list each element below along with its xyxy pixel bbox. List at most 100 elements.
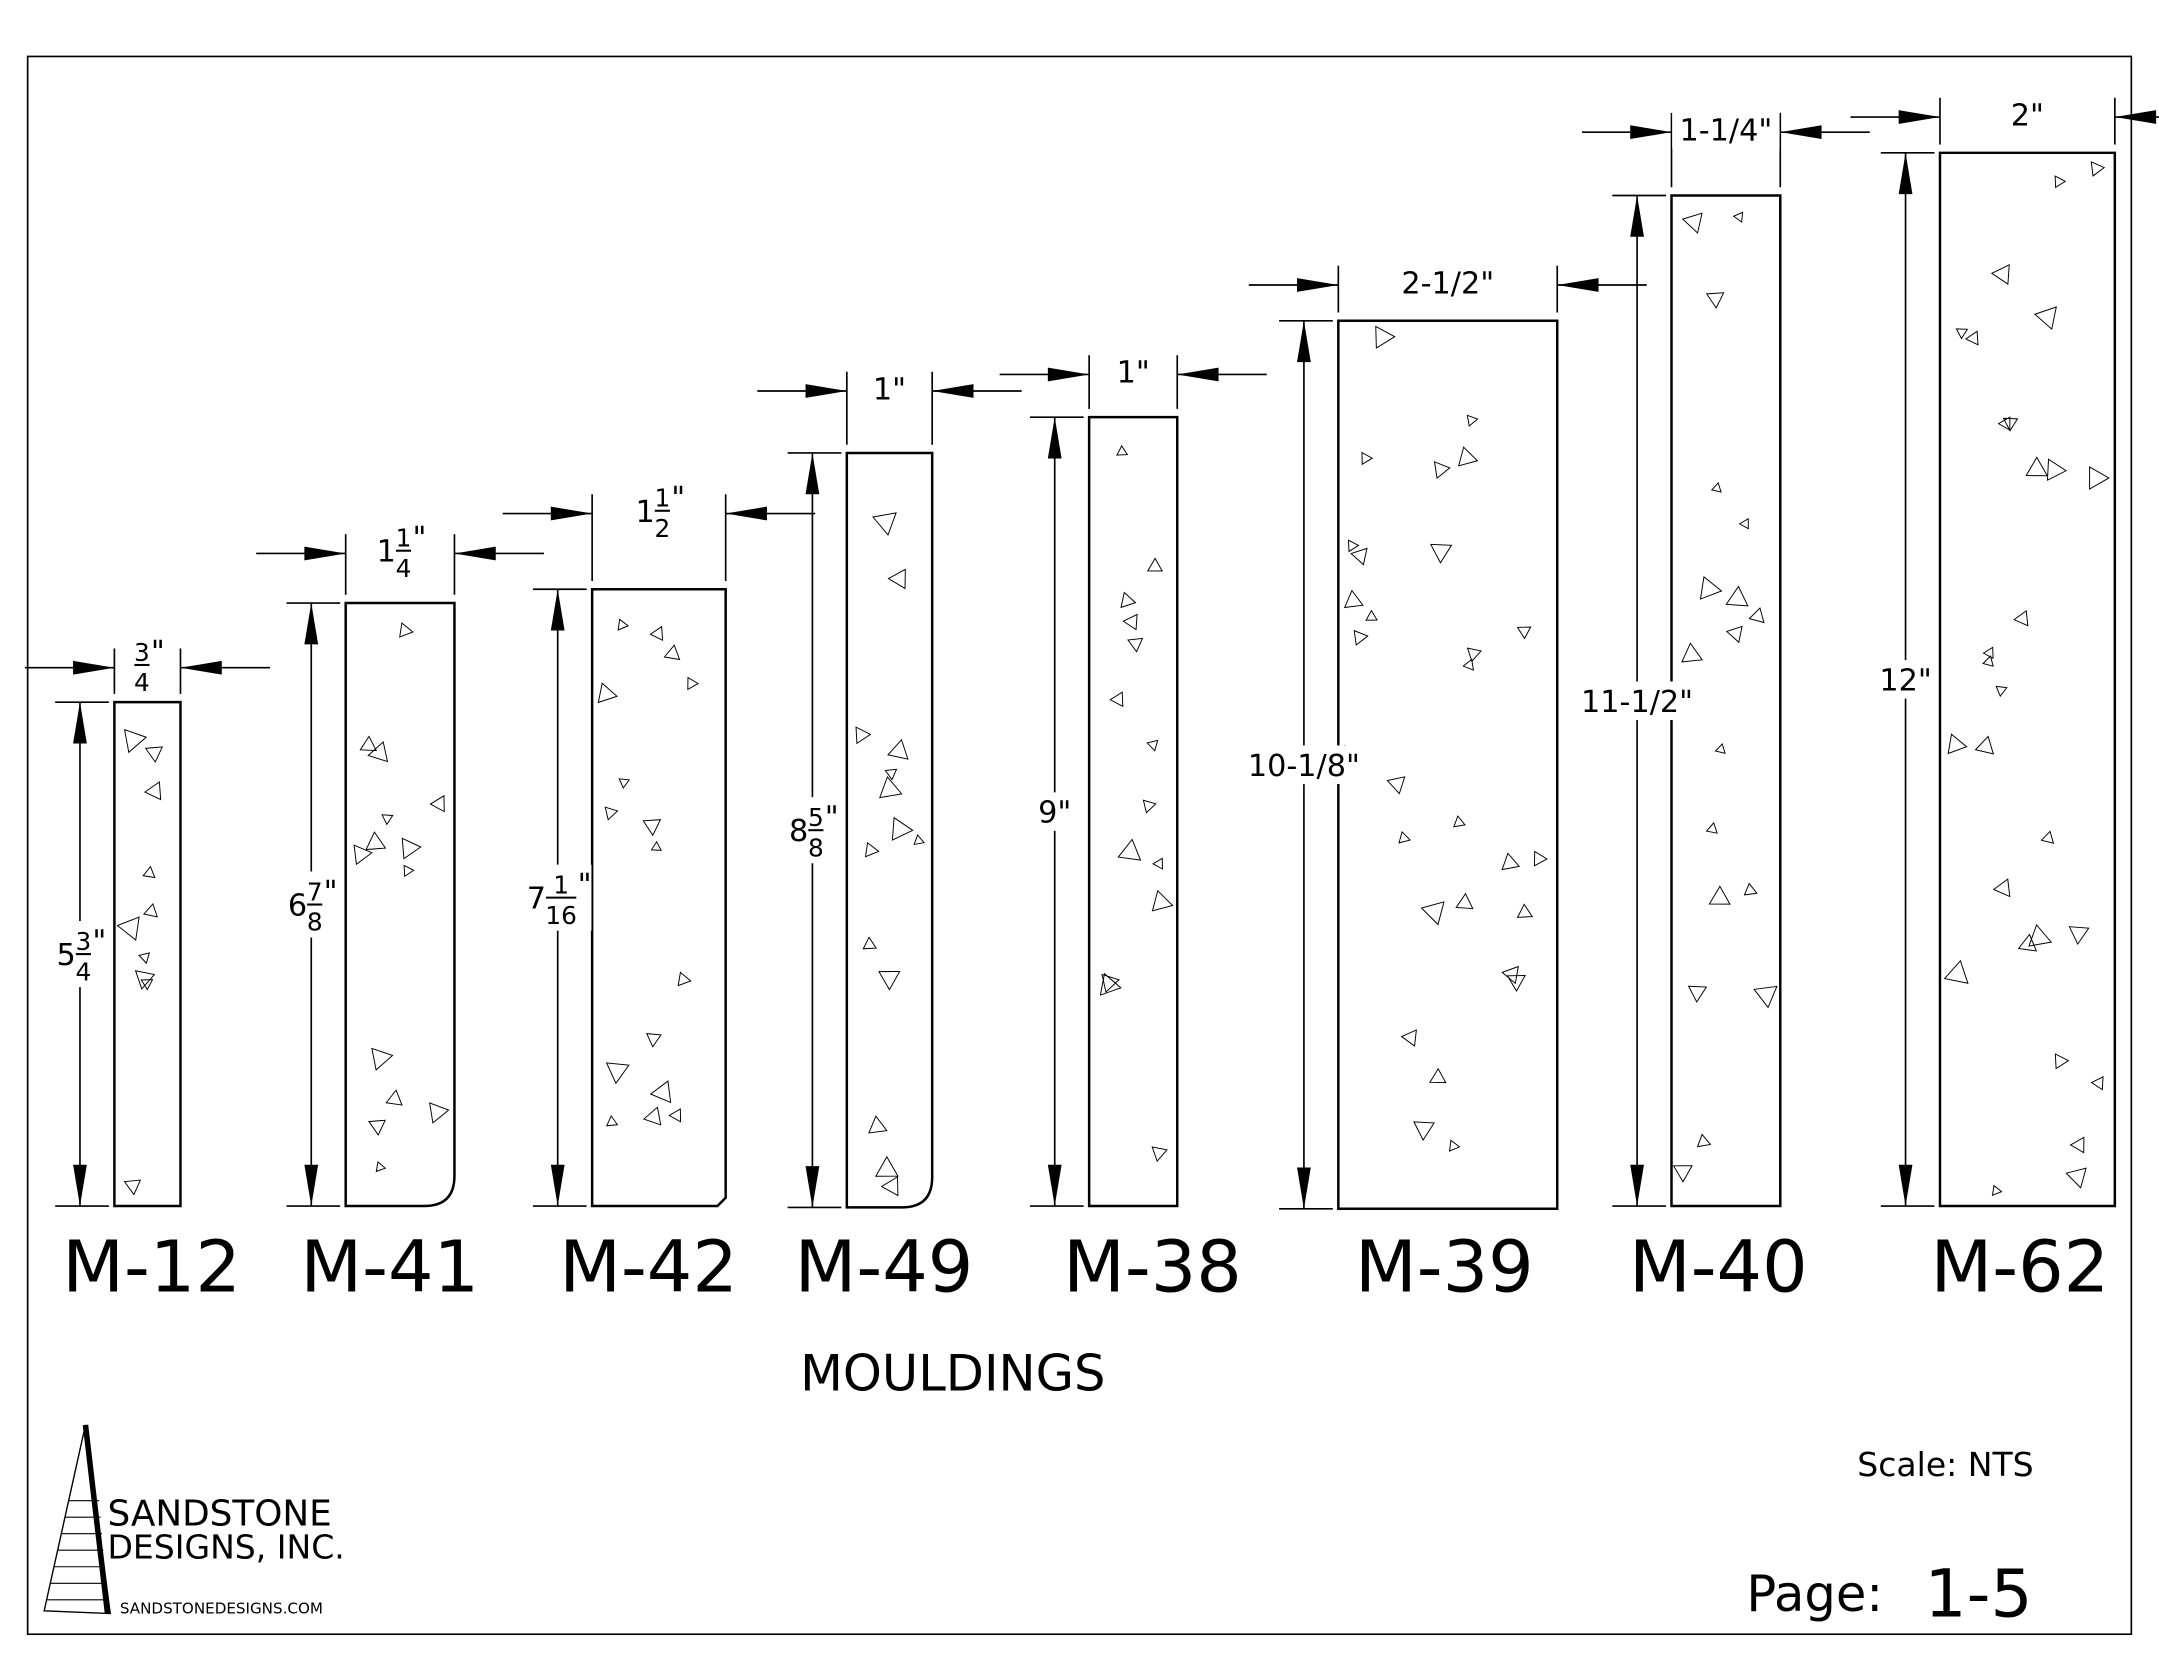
texture-mark bbox=[401, 837, 422, 860]
arrowhead bbox=[725, 506, 767, 521]
texture-mark bbox=[1350, 547, 1368, 566]
texture-mark bbox=[1101, 973, 1121, 993]
texture-mark bbox=[617, 618, 630, 631]
arrowhead bbox=[454, 546, 496, 561]
texture-mark bbox=[1699, 575, 1723, 600]
arrowhead bbox=[73, 702, 87, 744]
texture-mark bbox=[891, 816, 914, 841]
texture-mark bbox=[855, 726, 872, 745]
arrowhead bbox=[805, 452, 820, 495]
texture-mark bbox=[143, 781, 162, 801]
texture-mark bbox=[1995, 685, 2008, 698]
label-denominator: 16 bbox=[545, 901, 577, 930]
texture-mark bbox=[2090, 1076, 2104, 1091]
label-numerator: 7 bbox=[307, 877, 323, 906]
label-bg bbox=[1394, 262, 1502, 302]
label-unit: " bbox=[578, 868, 592, 903]
texture-mark bbox=[385, 1089, 403, 1106]
arrowhead bbox=[1630, 1164, 1644, 1207]
texture-mark bbox=[2054, 175, 2067, 189]
texture-mark bbox=[868, 1115, 888, 1134]
texture-mark bbox=[2090, 161, 2106, 177]
texture-mark bbox=[359, 735, 378, 752]
moulding-profile bbox=[845, 451, 934, 1209]
texture-mark bbox=[2017, 933, 2038, 952]
texture-mark bbox=[403, 864, 415, 878]
texture-mark bbox=[668, 1108, 682, 1123]
texture-mark bbox=[687, 676, 700, 691]
label-bg bbox=[871, 368, 908, 408]
texture-mark bbox=[1458, 446, 1479, 467]
texture-mark bbox=[1705, 821, 1718, 834]
label-denominator: 4 bbox=[396, 554, 412, 583]
arrowhead bbox=[1047, 417, 1062, 459]
texture-mark bbox=[663, 644, 681, 661]
label-whole: 6 bbox=[288, 889, 307, 924]
mouldings: 34"5 34"M-121 14"6 78"M-411 12"7 116"M-421"8 5… bbox=[24, 94, 2159, 1308]
label-unit: " bbox=[412, 521, 426, 556]
moulding-profile bbox=[1670, 194, 1782, 1208]
texture-mark bbox=[1748, 607, 1765, 624]
texture-mark bbox=[1714, 742, 1726, 754]
texture-mark bbox=[1347, 539, 1360, 553]
texture-mark bbox=[1501, 852, 1521, 871]
texture-mark bbox=[1533, 850, 1548, 867]
texture-mark bbox=[1705, 292, 1725, 309]
arrowhead bbox=[304, 603, 319, 645]
texture-mark bbox=[1743, 882, 1758, 896]
scale: Scale: NTS bbox=[1857, 1445, 2033, 1484]
arrowhead bbox=[1047, 367, 1090, 382]
label-whole: 8 bbox=[789, 814, 808, 849]
arrowhead bbox=[304, 546, 346, 561]
texture-mark bbox=[1991, 1184, 2003, 1196]
texture-mark bbox=[677, 971, 692, 987]
texture-mark bbox=[142, 865, 156, 879]
texture-mark bbox=[353, 844, 373, 866]
texture-mark bbox=[1947, 733, 1968, 755]
label-denominator: 8 bbox=[307, 908, 323, 937]
texture-mark bbox=[2002, 417, 2019, 432]
label-whole: 5 bbox=[57, 938, 76, 973]
texture-mark bbox=[1146, 557, 1164, 572]
texture-mark bbox=[887, 568, 906, 590]
texture-mark bbox=[2069, 1136, 2085, 1154]
texture-mark bbox=[1672, 1165, 1693, 1183]
texture-mark bbox=[1738, 517, 1749, 530]
dimension-label: 2-1/2" bbox=[1401, 266, 1494, 301]
texture-mark bbox=[134, 970, 156, 990]
dimension-label: 12" bbox=[1879, 663, 1931, 698]
logo-line1: SANDSTONE bbox=[108, 1493, 332, 1534]
arrowhead bbox=[805, 1166, 820, 1208]
label-numerator: 3 bbox=[134, 638, 150, 667]
moulding-name: M-41 bbox=[300, 1225, 479, 1308]
arrowhead bbox=[550, 506, 593, 521]
arrowhead bbox=[1177, 367, 1219, 382]
texture-mark bbox=[1725, 625, 1743, 644]
label-bg bbox=[1672, 110, 1780, 149]
arrowhead bbox=[1297, 320, 1311, 363]
label-numerator: 1 bbox=[553, 871, 569, 900]
texture-mark bbox=[1453, 815, 1466, 828]
texture-mark bbox=[2054, 1053, 2070, 1070]
label-denominator: 2 bbox=[654, 514, 670, 543]
texture-mark bbox=[1420, 901, 1445, 926]
texture-mark bbox=[864, 841, 880, 858]
texture-mark bbox=[1429, 1067, 1447, 1084]
texture-mark bbox=[429, 1102, 450, 1124]
arrowhead bbox=[1898, 110, 1940, 124]
texture-mark bbox=[650, 840, 662, 851]
texture-mark bbox=[123, 1179, 142, 1196]
arrowhead bbox=[1297, 1167, 1311, 1209]
label-unit: " bbox=[825, 800, 839, 835]
texture-mark bbox=[2013, 609, 2029, 627]
texture-mark bbox=[2089, 466, 2110, 490]
texture-mark bbox=[368, 1119, 386, 1136]
arrowhead bbox=[73, 1164, 87, 1207]
label-denominator: 8 bbox=[808, 833, 824, 862]
texture-mark bbox=[913, 834, 925, 846]
texture-mark bbox=[872, 512, 897, 536]
texture-mark bbox=[1466, 414, 1479, 427]
texture-mark bbox=[429, 794, 445, 813]
texture-mark bbox=[618, 778, 631, 789]
